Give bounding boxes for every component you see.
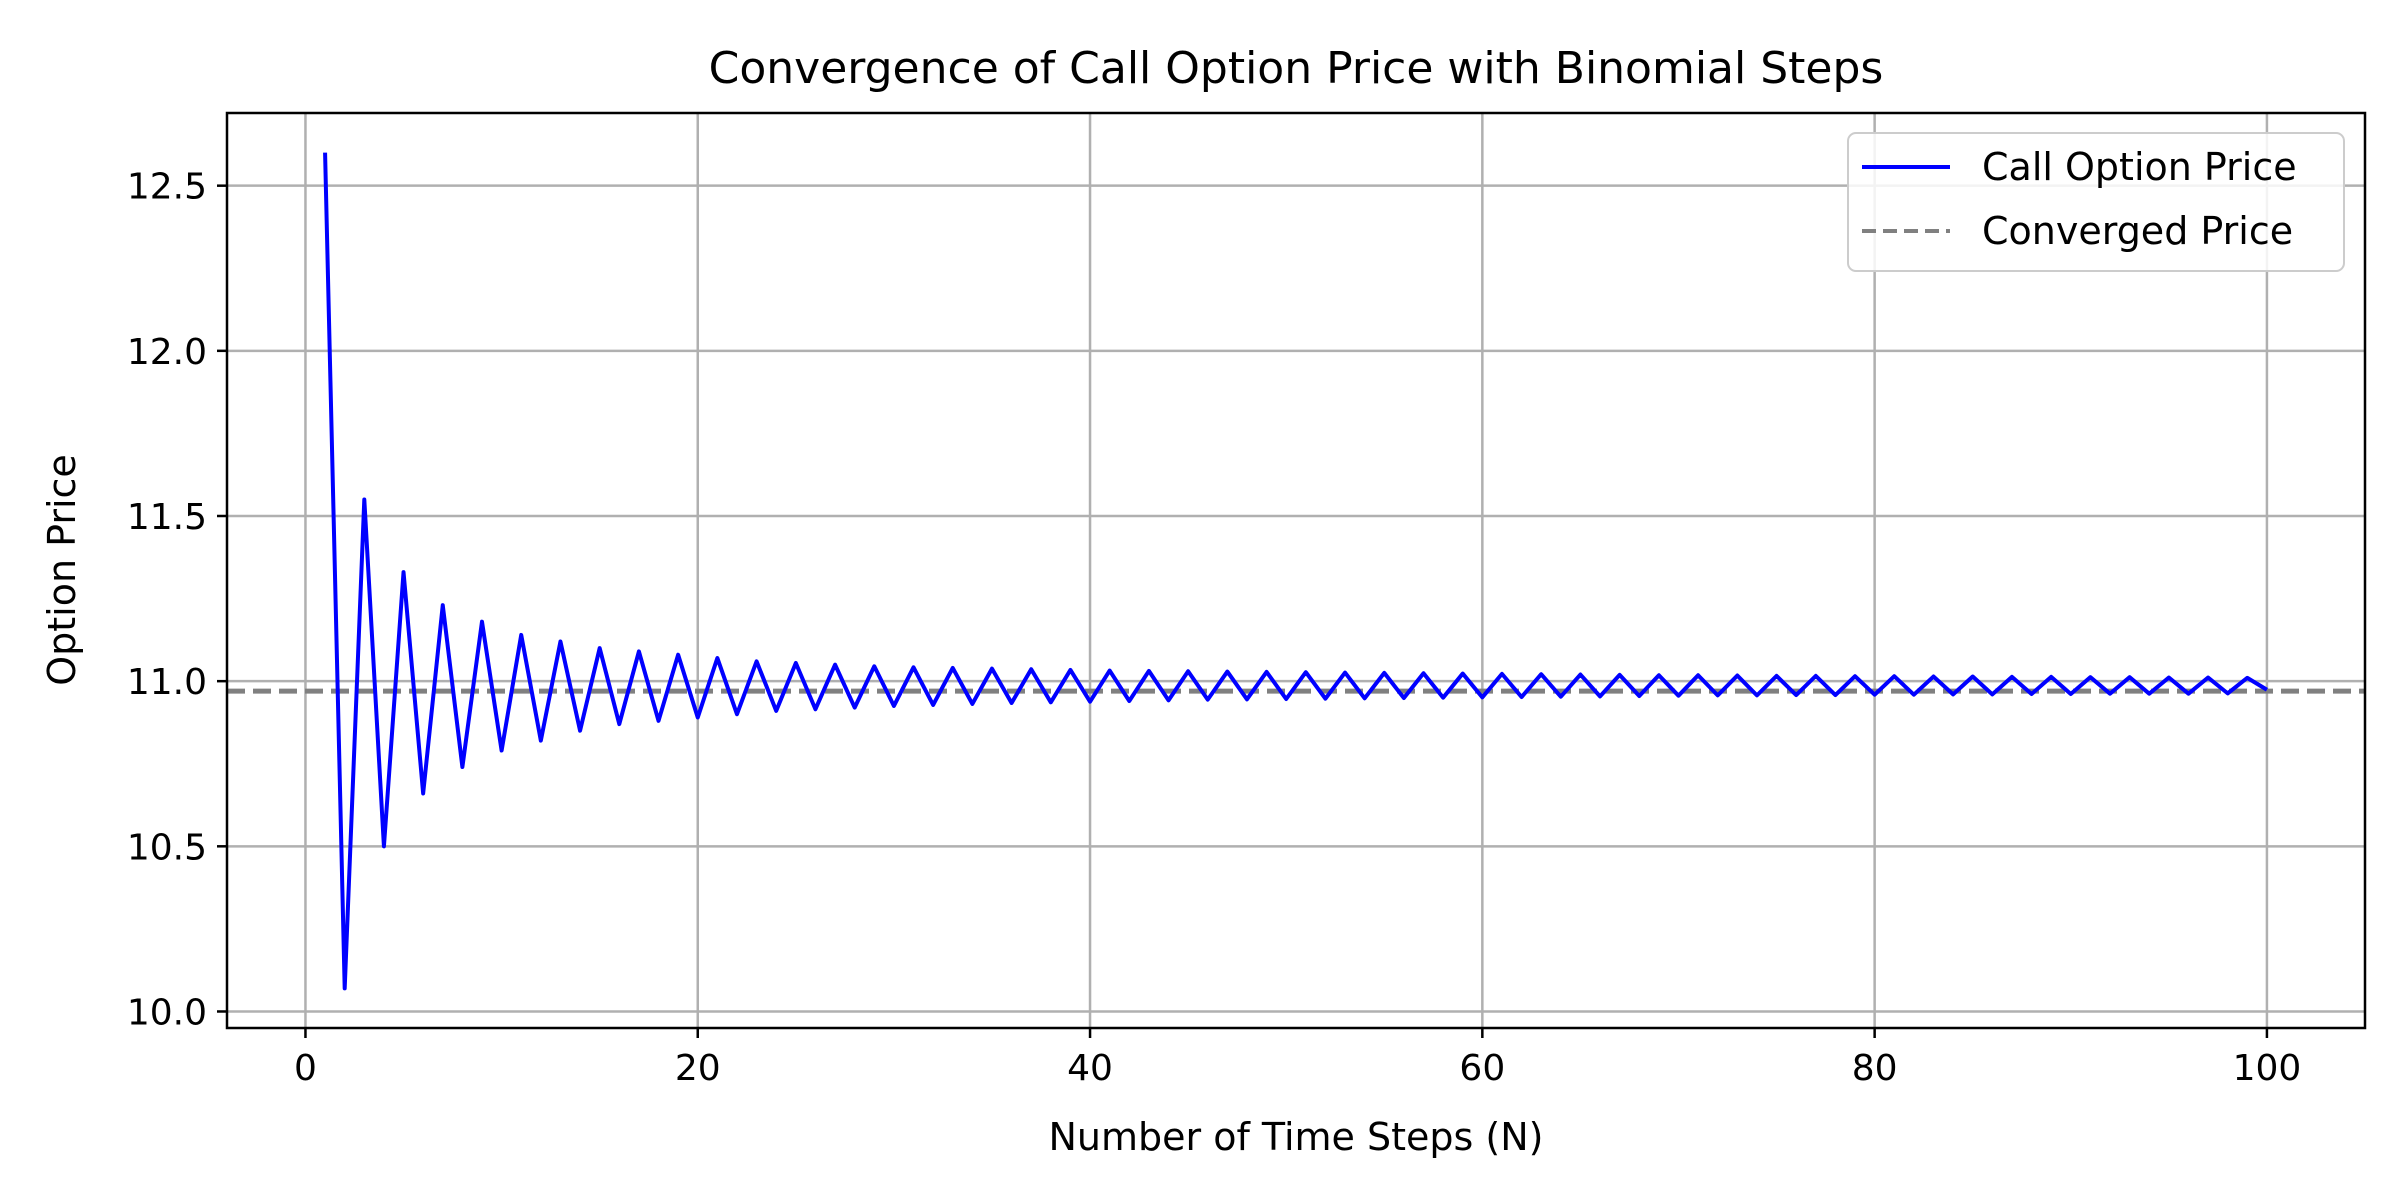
x-tick-label: 60 [1459,1048,1505,1089]
chart-title: Convergence of Call Option Price with Bi… [709,43,1884,94]
legend-box [1847,132,2345,272]
y-tick-label: 11.5 [127,497,207,538]
y-tick-label: 12.5 [127,167,207,208]
x-tick-label: 40 [1067,1048,1113,1089]
plot-frame [225,111,2367,1030]
x-tick-label: 100 [2233,1048,2302,1089]
x-tick-label: 20 [675,1048,721,1089]
y-tick-label: 11.0 [127,662,207,703]
x-tick-label: 0 [294,1048,317,1089]
x-axis-label: Number of Time Steps (N) [1049,1115,1544,1159]
legend: Call Option Price Converged Price [1847,132,2345,272]
call-option-price-line [323,152,2268,991]
grid [227,113,2365,1028]
series-layer [323,152,2268,991]
x-tick-label: 80 [1852,1048,1898,1089]
y-tick-label: 12.0 [127,332,207,373]
y-tick-label: 10.0 [127,992,207,1033]
y-axis-label: Option Price [40,454,84,686]
ticks: 0 20 40 60 80 100 10.0 10.5 11.0 11.5 12.0 12.5 [127,167,2301,1089]
legend-label-converged-price: Converged Price [1982,209,2293,253]
y-tick-label: 10.5 [127,827,207,868]
legend-label-call-option-price: Call Option Price [1982,145,2297,189]
